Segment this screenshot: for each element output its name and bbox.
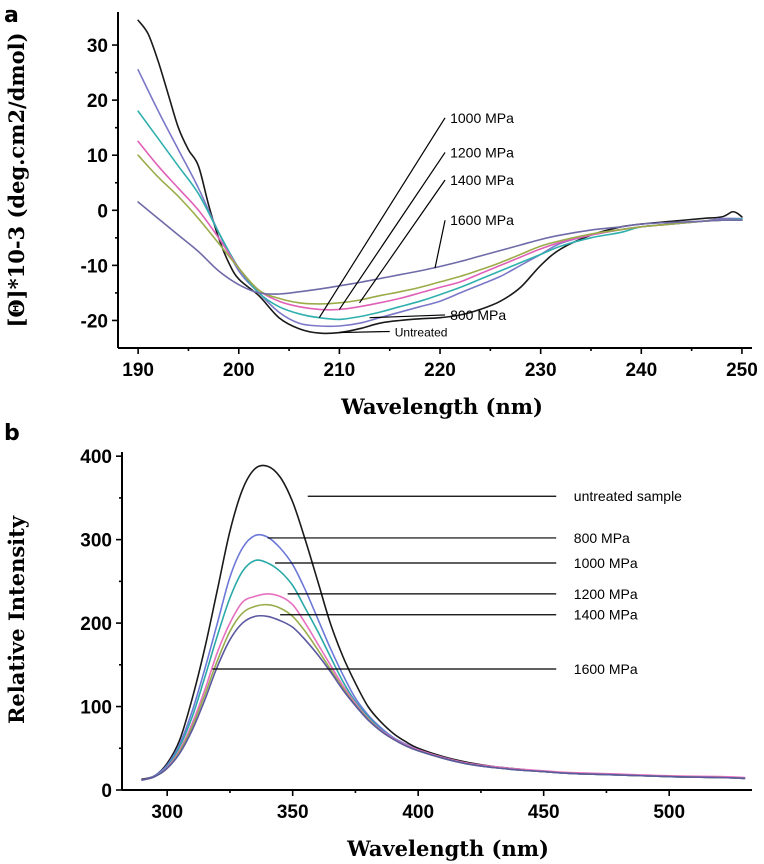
- y-tick-label: 300: [80, 531, 112, 552]
- y-tick-label: 200: [80, 614, 112, 635]
- x-axis-title: Wavelength (nm): [340, 394, 543, 419]
- annotation-leader-line: [369, 314, 446, 319]
- x-tick-label: 300: [151, 802, 183, 823]
- x-tick-label: 200: [223, 360, 255, 381]
- x-tick-label: 450: [528, 802, 560, 823]
- x-tick-label: 250: [726, 360, 758, 381]
- y-axis-title: [Θ]*10-3 (deg.cm2/dmol): [4, 32, 29, 327]
- x-tick-label: 220: [424, 360, 456, 381]
- annotation-label: untreated sample: [574, 488, 682, 504]
- y-tick-label: 30: [87, 36, 108, 57]
- x-axis-title: Wavelength (nm): [346, 836, 549, 861]
- panel-b-letter: b: [4, 421, 20, 446]
- annotation-label: 1200 MPa: [450, 144, 514, 160]
- y-tick-label: 0: [101, 781, 112, 802]
- x-tick-label: 210: [324, 360, 356, 381]
- annotation-label: 1000 MPa: [574, 555, 638, 571]
- annotation-label: 1600 MPa: [450, 212, 514, 228]
- annotation-leader-line: [318, 117, 446, 319]
- annotation-label: 1200 MPa: [574, 586, 638, 602]
- panel-a-letter: a: [4, 3, 19, 28]
- series-line-1400-mpa: [141, 603, 746, 781]
- chart-panel-b: 0 100 200 300 400 300 350 400 450 500 Wavelength (…: [4, 447, 752, 861]
- series-line-1600-mpa: [141, 614, 746, 781]
- chart-panel-a: -20 -10 0 10 20 30 190 200 210 220 230 240 250 Wavele…: [4, 12, 758, 419]
- y-tick-label: 400: [80, 447, 112, 468]
- series-line-untreated-sample: [141, 464, 746, 780]
- series-line-1400-mpa: [137, 154, 743, 305]
- annotation-label: 1000 MPa: [450, 110, 514, 126]
- series-line-1200-mpa: [141, 593, 746, 781]
- y-tick-label: 20: [87, 91, 108, 112]
- y-tick-label: 10: [87, 146, 108, 167]
- annotation-leader-line: [339, 330, 390, 334]
- annotation-leader-line: [434, 220, 446, 269]
- y-axis-title: Relative Intensity: [4, 515, 29, 724]
- x-tick-label: 500: [653, 802, 685, 823]
- y-tick-label: -20: [81, 311, 108, 332]
- x-tick-label: 230: [525, 360, 557, 381]
- annotation-leader-line: [359, 179, 446, 304]
- x-tick-label: 400: [402, 802, 434, 823]
- annotation-label: 800 MPa: [450, 307, 506, 323]
- annotation-label: 1400 MPa: [574, 607, 638, 623]
- x-tick-label: 350: [277, 802, 309, 823]
- annotation-label: 1400 MPa: [450, 172, 514, 188]
- x-tick-label: 240: [625, 360, 657, 381]
- series-line-1600-mpa: [137, 201, 743, 295]
- annotation-label: 1600 MPa: [574, 661, 638, 677]
- y-tick-label: 0: [97, 201, 108, 222]
- x-tick-label: 190: [122, 360, 154, 381]
- series-line-untreated: [137, 19, 743, 335]
- series-line-800-mpa: [141, 533, 746, 781]
- annotation-leader-line: [338, 152, 446, 310]
- y-tick-label: 100: [80, 698, 112, 719]
- y-tick-label: -10: [81, 256, 108, 277]
- annotation-label: Untreated: [395, 325, 448, 339]
- series-line-1000-mpa: [141, 559, 746, 781]
- annotation-label: 800 MPa: [574, 530, 630, 546]
